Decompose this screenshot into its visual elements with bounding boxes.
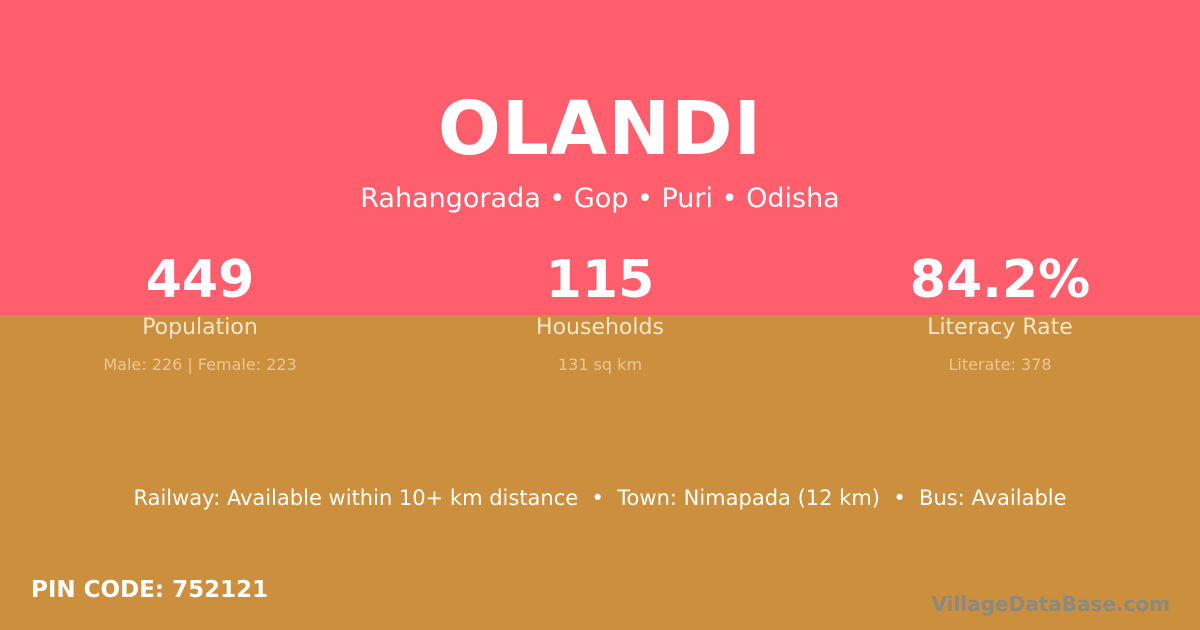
stat-value: 115 (545, 250, 655, 310)
stat-value: 449 (145, 250, 255, 310)
stat-detail: 131 sq km (557, 355, 643, 374)
footer-band (0, 315, 1200, 630)
stat-label: Population (142, 315, 258, 340)
village-name: OLANDI (437, 86, 763, 172)
stat-detail: Literate: 378 (948, 355, 1052, 374)
stat-detail: Male: 226 | Female: 223 (103, 355, 297, 374)
header-band (0, 0, 1200, 315)
pin-code: PIN CODE: 752121 (31, 577, 269, 603)
stat-label: Literacy Rate (927, 315, 1073, 340)
stat-label: Households (536, 315, 664, 340)
location-breadcrumb: Rahangorada • Gop • Puri • Odisha (360, 183, 840, 214)
stat-value: 84.2% (909, 250, 1091, 310)
watermark-logo: VillageDataBase.com (931, 592, 1170, 616)
connectivity-info: Railway: Available within 10+ km distanc… (133, 486, 1067, 510)
